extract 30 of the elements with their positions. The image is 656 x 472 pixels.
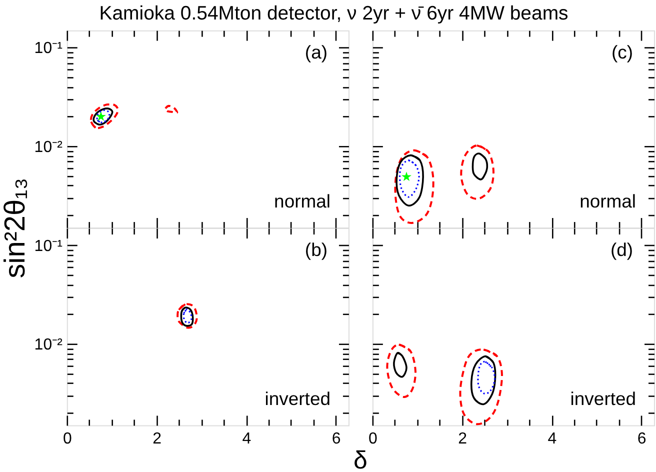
annotation: (d) xyxy=(610,238,634,260)
line-series xyxy=(182,308,192,324)
line-series xyxy=(180,306,194,327)
annotation: normal xyxy=(580,190,636,212)
y-tick-label: 10⁻² xyxy=(34,138,64,156)
line-series xyxy=(90,103,119,130)
annotation: (c) xyxy=(611,41,634,62)
line-series xyxy=(96,109,110,124)
x-tick-label: 4 xyxy=(548,430,557,448)
chart-title: Kamioka 0.54Mton detector, ν 2yr + ν̄ 6yr 4MW beams xyxy=(99,2,569,25)
y-axis-title: sin²2θ₁₃ xyxy=(0,178,32,278)
x-tick-label: 0 xyxy=(62,430,72,448)
annotation: (a) xyxy=(304,41,328,62)
y-tick-label: 10⁻¹ xyxy=(34,40,62,58)
x-tick-label: 6 xyxy=(637,430,646,448)
annotation: inverted xyxy=(264,388,330,410)
line-series xyxy=(92,108,114,126)
annotation: (b) xyxy=(304,238,328,260)
x-tick-label: 4 xyxy=(242,430,252,448)
annotation: inverted xyxy=(570,388,636,410)
x-tick-label: 0 xyxy=(368,430,378,448)
line-series xyxy=(164,104,178,114)
x-tick-label: 2 xyxy=(458,430,468,448)
y-tick-label: 10⁻¹ xyxy=(34,238,62,255)
line-series xyxy=(176,303,198,329)
x-tick-label: 2 xyxy=(152,430,162,448)
annotation: normal xyxy=(274,190,330,212)
x-axis-title: δ xyxy=(354,446,368,472)
y-tick-label: 10⁻² xyxy=(34,336,64,354)
x-tick-label: 6 xyxy=(332,430,341,448)
